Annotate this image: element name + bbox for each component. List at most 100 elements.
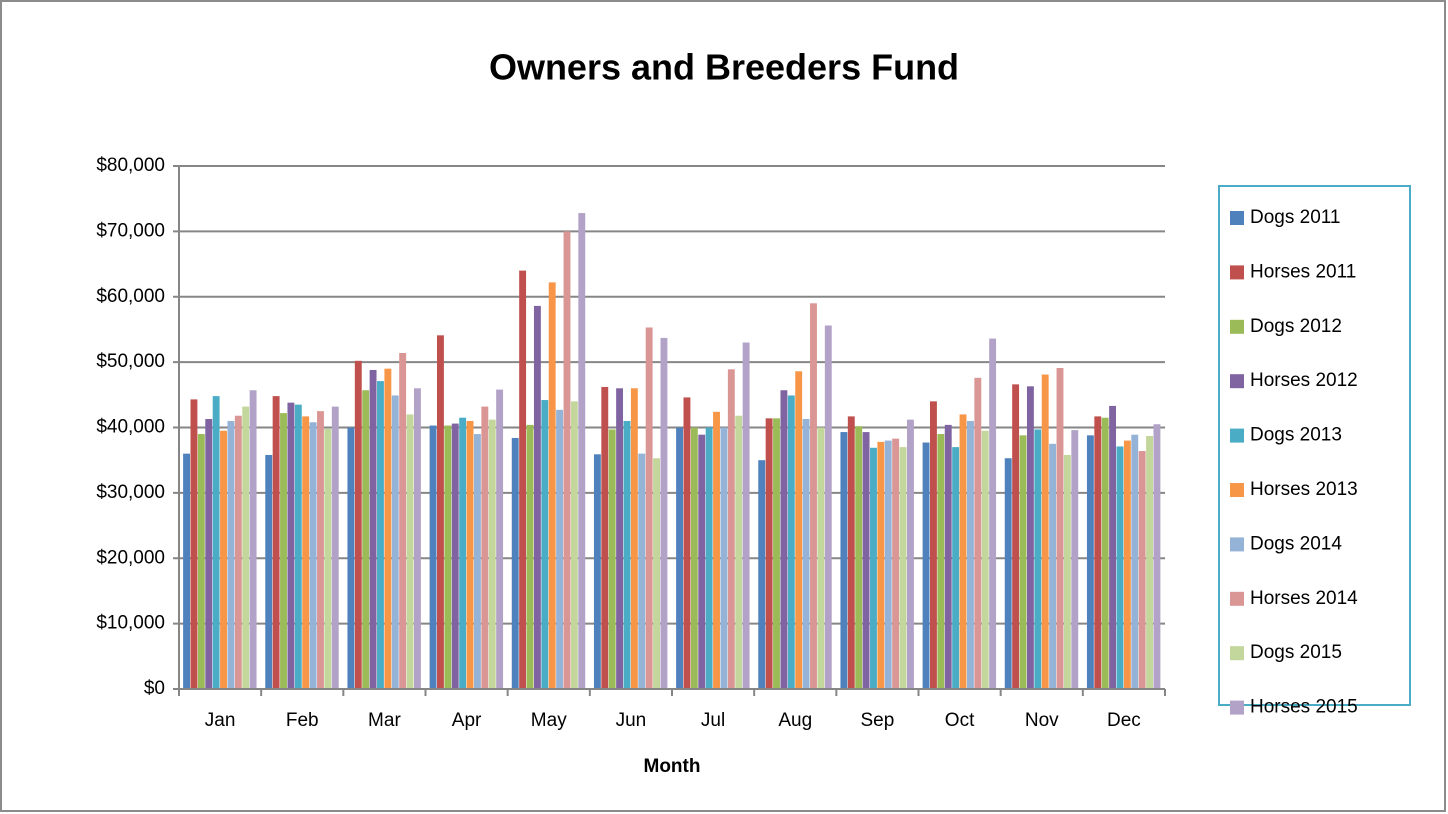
bar (287, 402, 295, 689)
bar (1056, 368, 1064, 689)
bar (1012, 384, 1020, 689)
x-tick-label: Aug (778, 710, 812, 731)
bar (190, 399, 198, 689)
bar (810, 303, 817, 689)
bar (563, 231, 571, 689)
bar (197, 434, 205, 689)
bar (765, 418, 773, 689)
bar (317, 411, 324, 689)
bar (981, 430, 989, 689)
bar (362, 390, 370, 689)
bar (645, 327, 653, 689)
bar (459, 417, 467, 689)
bar (735, 415, 743, 689)
bar (1071, 430, 1079, 689)
x-tick-label: May (531, 710, 567, 731)
bar (384, 368, 392, 689)
bar (720, 427, 728, 689)
bar (1063, 454, 1071, 689)
bar (391, 395, 399, 689)
bar (862, 432, 870, 689)
bar (556, 409, 564, 689)
bar (683, 397, 691, 689)
bar (989, 338, 997, 689)
x-axis-label: Month (644, 756, 701, 777)
legend-swatch (1230, 591, 1244, 606)
bar (1049, 443, 1057, 689)
bar (944, 424, 952, 689)
bar (234, 415, 242, 689)
legend-swatch (1230, 211, 1244, 225)
x-tick-label: Feb (286, 710, 319, 731)
bar (1153, 424, 1161, 689)
y-tick-label: $80,000 (96, 155, 165, 176)
bar (1123, 440, 1131, 689)
bar (877, 441, 885, 689)
bar (758, 460, 766, 689)
bar (638, 453, 646, 689)
bar (212, 396, 220, 689)
bar (601, 386, 609, 689)
bar (1004, 458, 1012, 689)
bar (727, 369, 735, 689)
x-tick-label: Sep (861, 710, 895, 731)
legend-box (1218, 185, 1411, 706)
legend-label: Dogs 2014 (1250, 533, 1342, 554)
bar (1026, 386, 1034, 689)
bar (413, 388, 421, 689)
y-tick-label: $60,000 (96, 286, 165, 307)
bar (824, 325, 832, 689)
bar (220, 430, 227, 689)
bar (1109, 405, 1117, 689)
bar (183, 453, 191, 689)
legend-label: Horses 2014 (1250, 588, 1358, 609)
bar (570, 401, 578, 689)
bar (959, 414, 967, 689)
bar (802, 419, 810, 689)
x-tick-label: Oct (945, 710, 975, 731)
bar (623, 420, 631, 689)
legend-label: Dogs 2013 (1250, 425, 1342, 446)
bar (773, 418, 780, 689)
bar (974, 377, 982, 689)
bar (519, 270, 527, 689)
legend-swatch (1230, 374, 1244, 389)
bar (533, 305, 541, 689)
bar (369, 369, 377, 689)
bar (660, 337, 668, 689)
bar (272, 396, 280, 689)
bar (205, 419, 213, 689)
bar (966, 420, 974, 689)
bar (608, 429, 616, 689)
legend-label: Horses 2012 (1250, 370, 1358, 391)
bar (884, 440, 892, 689)
bar (713, 411, 720, 689)
bar (451, 423, 459, 689)
legend-label: Horses 2013 (1250, 479, 1358, 500)
legend-label: Dogs 2011 (1250, 207, 1341, 228)
bar (481, 406, 489, 689)
bar (227, 420, 235, 689)
x-tick-label: Nov (1025, 710, 1059, 731)
bar (787, 395, 795, 689)
bar (302, 416, 310, 689)
y-tick-label: $70,000 (96, 220, 165, 241)
legend-swatch (1230, 428, 1244, 443)
bar (354, 360, 362, 689)
bar (444, 425, 452, 689)
bar (855, 426, 863, 689)
bar (1138, 451, 1146, 689)
legend-swatch (1230, 265, 1244, 280)
bar (906, 419, 914, 689)
bar (742, 342, 750, 689)
bar (630, 388, 638, 689)
bar (795, 371, 803, 689)
legend-label: Dogs 2015 (1250, 642, 1342, 663)
bar (496, 389, 504, 689)
bar (309, 422, 317, 689)
legend-label: Dogs 2012 (1250, 316, 1342, 337)
bar (676, 427, 684, 689)
y-tick-label: $10,000 (96, 613, 165, 634)
y-tick-label: $0 (144, 678, 165, 699)
bar (593, 454, 601, 689)
